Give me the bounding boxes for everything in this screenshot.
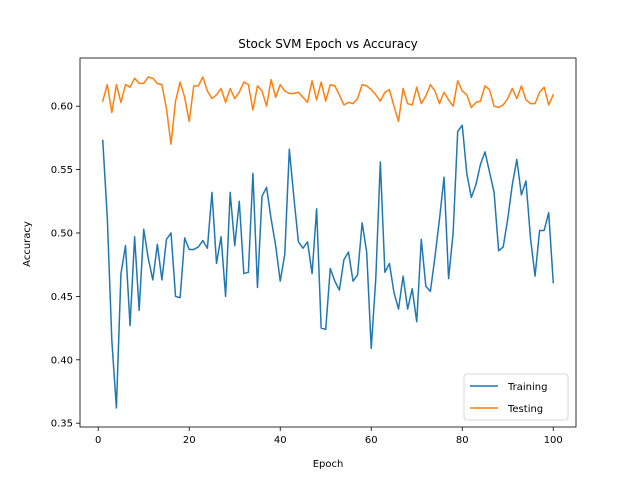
plot-area: 0 20 40 60 80 100 0.35 0.40 0.45 0.50 0.55 0.60 Trai…: [51, 57, 577, 446]
x-axis-label: Epoch: [313, 459, 344, 470]
chart-title: Stock SVM Epoch vs Accuracy: [238, 37, 418, 51]
y-tick-label: 0.40: [51, 355, 73, 366]
y-tick-label: 0.50: [51, 228, 73, 239]
y-tick-label: 0.60: [51, 102, 73, 113]
x-tick-label: 20: [183, 435, 196, 446]
y-axis-label: Accuracy: [22, 221, 33, 267]
x-tick-label: 60: [365, 435, 378, 446]
x-tick-label: 80: [456, 435, 469, 446]
y-tick-label: 0.35: [51, 419, 73, 430]
legend-label-training: Training: [507, 382, 547, 393]
x-tick-label: 100: [544, 435, 563, 446]
x-tick-label: 0: [95, 435, 101, 446]
y-tick-label: 0.55: [51, 165, 73, 176]
plot-frame: [79, 57, 577, 428]
y-tick-label: 0.45: [51, 292, 73, 303]
series-line-testing: [101, 76, 555, 145]
legend-label-testing: Testing: [507, 404, 543, 415]
series-line-training: [101, 124, 555, 409]
x-tick-label: 40: [274, 435, 287, 446]
